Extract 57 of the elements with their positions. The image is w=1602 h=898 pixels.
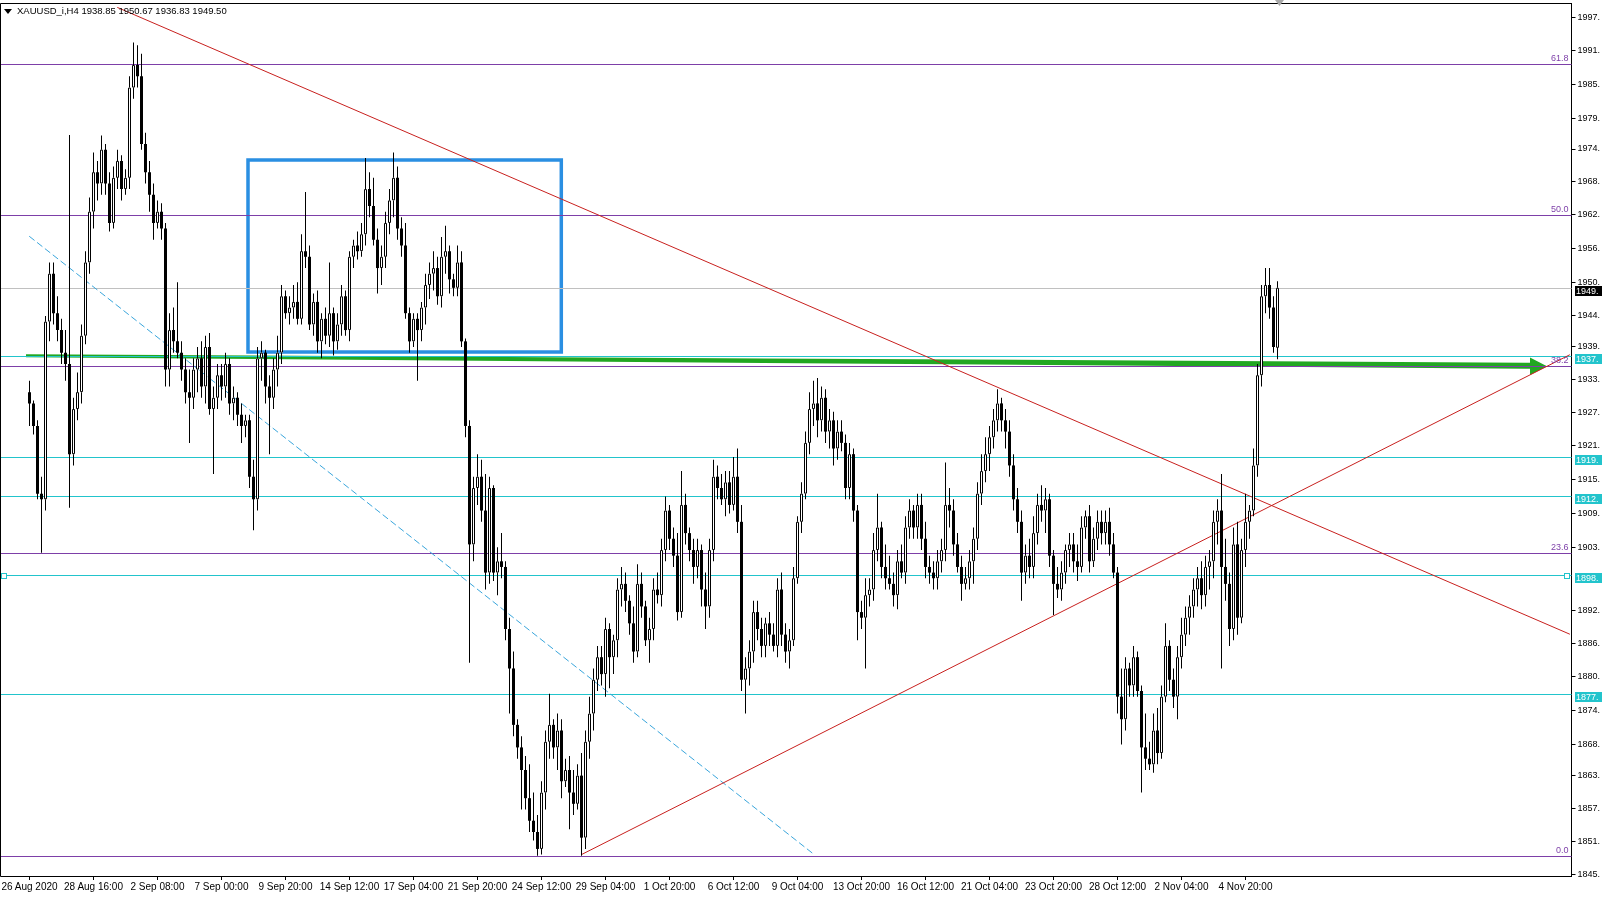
y-tick-label: 1845. bbox=[1577, 868, 1601, 879]
y-tick-label: 1863. bbox=[1577, 769, 1601, 780]
annotation: 61.8 bbox=[1550, 52, 1569, 63]
y-tick-label: 1886. bbox=[1577, 638, 1601, 649]
x-tick-label: 17 Sep 04:00 bbox=[383, 880, 444, 892]
y-tick-label: 1927. bbox=[1577, 407, 1601, 418]
ref-line-label: 1912. bbox=[1576, 493, 1599, 504]
x-tick-label: 2 Nov 04:00 bbox=[1154, 880, 1209, 892]
x-tick-label: 2 Sep 08:00 bbox=[130, 880, 185, 892]
x-tick-label: 1 Oct 20:00 bbox=[643, 880, 696, 892]
y-tick-label: 1909. bbox=[1577, 507, 1601, 518]
y-tick-label: 1974. bbox=[1577, 143, 1601, 154]
x-tick-label: 9 Oct 04:00 bbox=[771, 880, 824, 892]
annotation: 23.6 bbox=[1550, 541, 1569, 552]
x-tick-label: 16 Oct 12:00 bbox=[896, 880, 955, 892]
x-tick-label: 24 Sep 12:00 bbox=[511, 880, 572, 892]
x-tick-label: 13 Oct 20:00 bbox=[832, 880, 891, 892]
y-tick-label: 1851. bbox=[1577, 835, 1601, 846]
x-tick-label: 23 Oct 20:00 bbox=[1024, 880, 1083, 892]
y-tick-label: 1880. bbox=[1577, 671, 1601, 682]
ref-line-label: 1898. bbox=[1576, 572, 1599, 583]
y-tick-label: 1962. bbox=[1577, 209, 1601, 220]
x-tick-label: 21 Oct 04:00 bbox=[960, 880, 1019, 892]
x-tick-label: 26 Aug 2020 bbox=[1, 880, 59, 892]
x-tick-label: 7 Sep 00:00 bbox=[194, 880, 249, 892]
y-tick-label: 1903. bbox=[1577, 541, 1601, 552]
y-tick-label: 1933. bbox=[1577, 374, 1601, 385]
x-tick-label: 28 Aug 16:00 bbox=[64, 880, 124, 892]
y-tick-label: 1985. bbox=[1577, 79, 1601, 90]
y-tick-label: 1956. bbox=[1577, 242, 1601, 253]
x-tick-label: 29 Sep 04:00 bbox=[575, 880, 636, 892]
x-tick-label: 21 Sep 20:00 bbox=[447, 880, 508, 892]
x-tick-label: 4 Nov 20:00 bbox=[1218, 880, 1273, 892]
x-tick-label: 6 Oct 12:00 bbox=[707, 880, 760, 892]
y-tick-label: 1857. bbox=[1577, 802, 1601, 813]
y-tick-label: 1997. bbox=[1577, 11, 1601, 22]
x-tick-label: 28 Oct 12:00 bbox=[1088, 880, 1147, 892]
y-tick-label: 1968. bbox=[1577, 176, 1601, 187]
y-tick-label: 1950. bbox=[1577, 276, 1601, 287]
y-tick-label: 1991. bbox=[1577, 45, 1601, 56]
x-tick-label: 9 Sep 20:00 bbox=[258, 880, 313, 892]
y-tick-label: 1939. bbox=[1577, 341, 1601, 352]
ref-line-label: 1949. bbox=[1576, 285, 1599, 296]
y-tick-label: 1868. bbox=[1577, 739, 1601, 750]
annotation: 0.0 bbox=[1555, 844, 1569, 855]
ref-line-label: 1919. bbox=[1576, 454, 1599, 465]
y-tick-label: 1979. bbox=[1577, 113, 1601, 124]
x-tick-label: 14 Sep 12:00 bbox=[319, 880, 380, 892]
y-tick-label: 1874. bbox=[1577, 705, 1601, 716]
y-tick-label: 1944. bbox=[1577, 310, 1601, 321]
annotation: 50.0 bbox=[1550, 203, 1569, 214]
y-tick-label: 1892. bbox=[1577, 605, 1601, 616]
y-tick-label: 1915. bbox=[1577, 474, 1601, 485]
ref-line-label: 1937. bbox=[1576, 353, 1599, 364]
candlestick bbox=[188, 369, 191, 443]
y-tick-label: 1921. bbox=[1577, 440, 1601, 451]
ref-line-label: 1877. bbox=[1576, 691, 1599, 702]
